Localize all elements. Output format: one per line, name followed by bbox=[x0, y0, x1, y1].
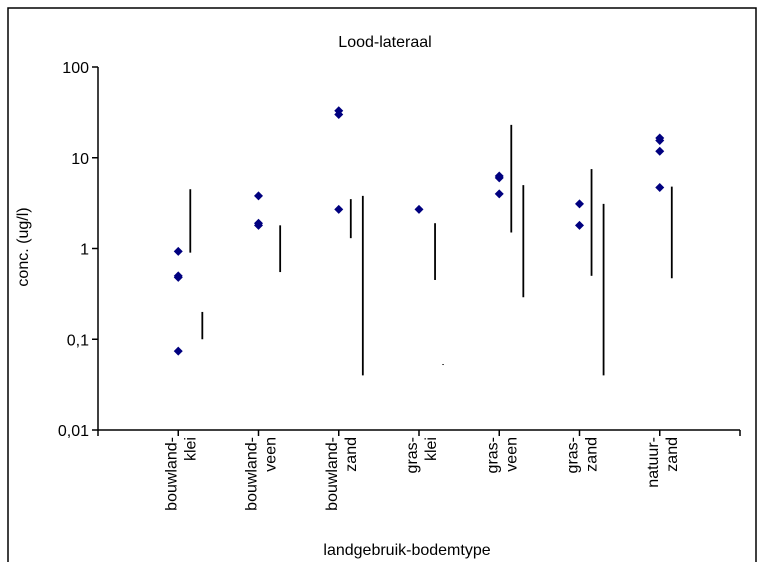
x-tick-label-line2: veen bbox=[503, 437, 520, 472]
x-tick-label-line1: gras- bbox=[565, 437, 582, 473]
data-point bbox=[334, 204, 344, 214]
x-tick-label-line1: gras- bbox=[404, 437, 421, 473]
x-tick-label-line2: veen bbox=[263, 437, 280, 472]
y-tick-label: 0,01 bbox=[58, 423, 89, 440]
data-point bbox=[414, 204, 424, 214]
data-point bbox=[254, 191, 263, 201]
data-point bbox=[575, 220, 584, 230]
data-point bbox=[655, 135, 665, 145]
data-point bbox=[575, 199, 584, 209]
data-points bbox=[173, 106, 665, 356]
data-point bbox=[494, 173, 504, 183]
x-tick-label-line2: klei bbox=[182, 437, 199, 461]
data-point bbox=[173, 346, 183, 356]
y-axis-label: conc. (ug/l) bbox=[15, 207, 32, 286]
y-tick-label: 0,1 bbox=[67, 332, 89, 349]
x-tick-label-line2: zand bbox=[343, 437, 360, 472]
data-point bbox=[173, 272, 183, 282]
x-tick-label-line1: natuur- bbox=[645, 437, 662, 488]
data-point bbox=[254, 220, 263, 230]
y-tick-label: 1 bbox=[80, 242, 89, 259]
chart-title: Lood-lateraal bbox=[338, 34, 431, 51]
chart-border bbox=[7, 7, 757, 567]
data-point bbox=[655, 146, 665, 156]
x-tick-label-line2: zand bbox=[664, 437, 681, 472]
x-tick-label-line2: klei bbox=[423, 437, 440, 461]
x-tick-label-line1: gras- bbox=[484, 437, 501, 473]
x-axis-label: landgebruik-bodemtype bbox=[323, 542, 490, 559]
range-lines bbox=[189, 124, 673, 376]
x-tick-label-line2: zand bbox=[584, 437, 601, 472]
data-point bbox=[334, 109, 344, 119]
y-tick-label: 10 bbox=[71, 151, 89, 168]
data-point bbox=[494, 189, 504, 199]
data-point bbox=[173, 246, 183, 256]
x-tick-label-line1: bouwland- bbox=[244, 437, 261, 511]
x-tick-label-line1: bouwland- bbox=[324, 437, 341, 511]
y-tick-label: 100 bbox=[62, 60, 89, 77]
x-tick-label-line1: bouwland- bbox=[163, 437, 180, 511]
data-point bbox=[655, 183, 665, 193]
